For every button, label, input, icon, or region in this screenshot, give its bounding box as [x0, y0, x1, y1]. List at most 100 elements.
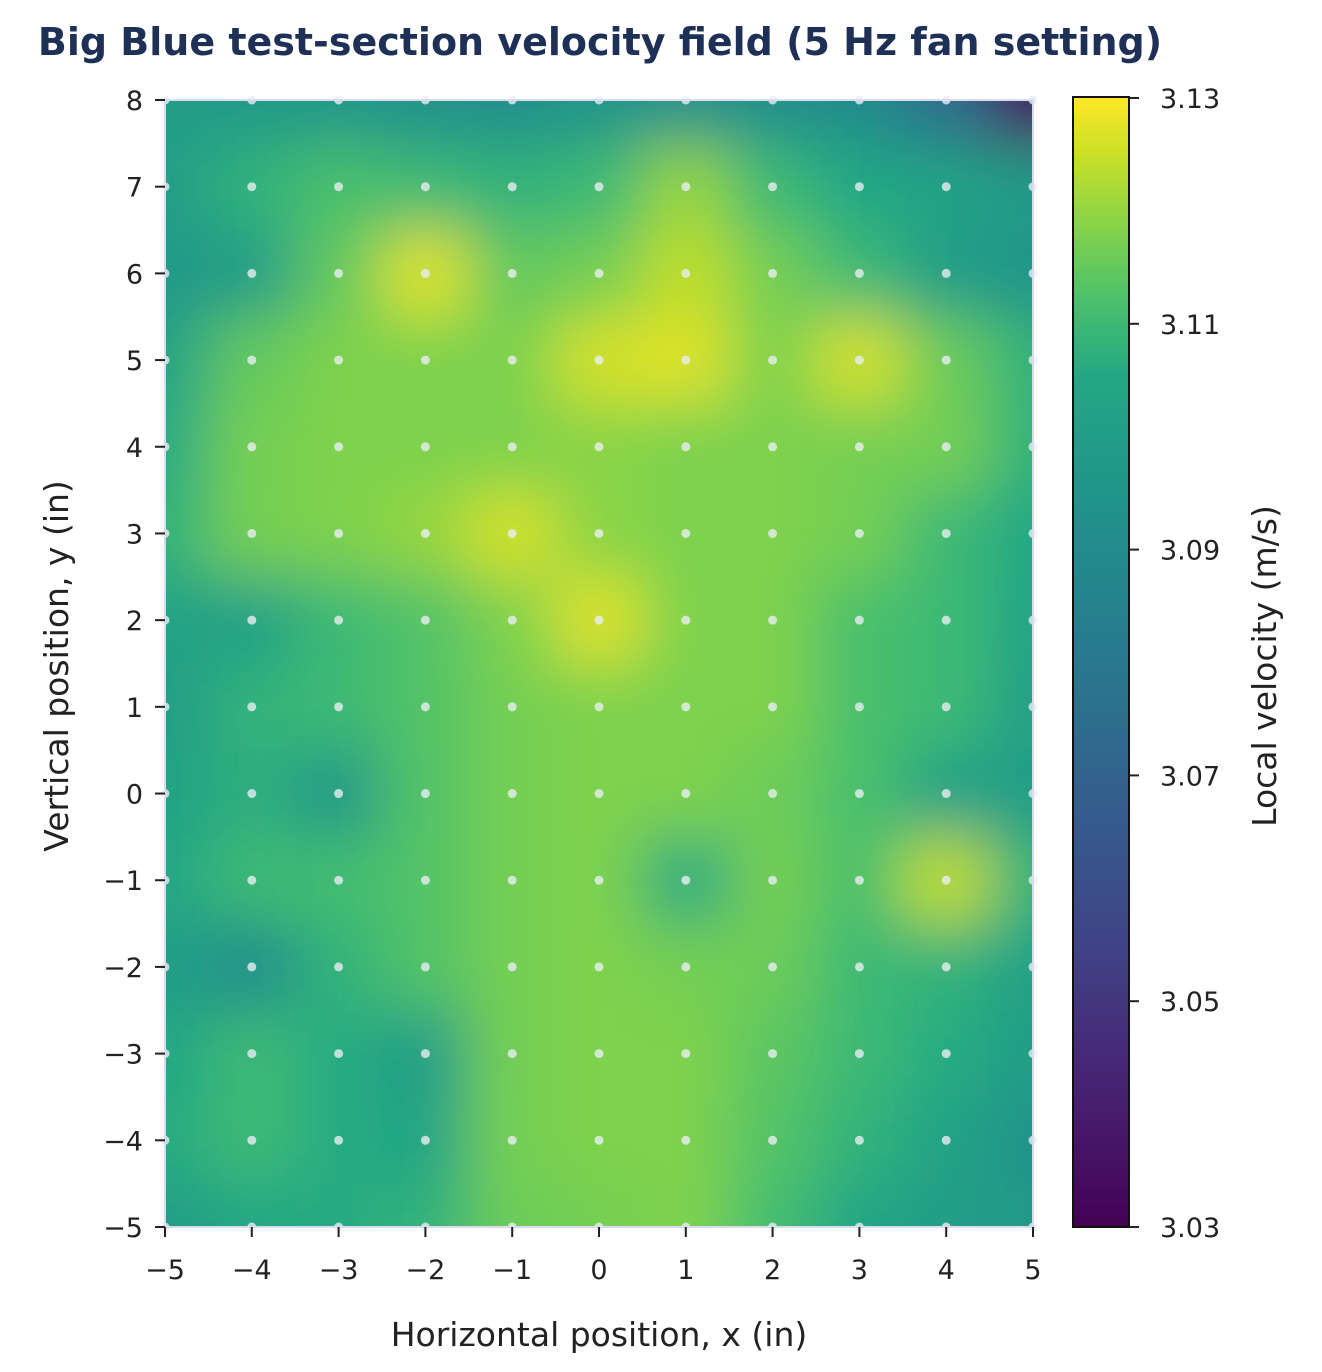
measurement-point — [941, 442, 951, 452]
y-tick-label: −1 — [103, 866, 143, 897]
heatmap-cell — [989, 100, 1033, 145]
measurement-point — [420, 442, 430, 452]
measurement-point — [768, 789, 778, 799]
y-tick-label: −3 — [103, 1040, 143, 1071]
measurement-point — [681, 1049, 691, 1059]
heatmap-cell — [989, 576, 1033, 665]
measurement-point — [594, 615, 604, 625]
heatmap-cell — [208, 100, 297, 145]
colorbar-tick-label: 3.05 — [1160, 987, 1220, 1018]
heatmap-cell — [642, 1183, 731, 1227]
measurement-point — [594, 875, 604, 885]
measurement-point — [334, 1135, 344, 1145]
measurement-point — [247, 615, 257, 625]
x-tick-label: −1 — [492, 1255, 532, 1286]
y-tick-label: −5 — [103, 1213, 143, 1244]
heatmap-cell — [165, 403, 210, 492]
heatmap-cell — [989, 316, 1033, 405]
colorbar-ticks: 3.13 3.11 3.09 3.07 3.05 3.03 — [1129, 84, 1220, 1244]
heatmap-cell — [989, 750, 1033, 838]
colorbar-tick-label: 3.03 — [1160, 1213, 1220, 1244]
y-tick-label: 1 — [126, 693, 143, 724]
measurement-point — [420, 962, 430, 972]
heatmap-cell — [382, 1183, 470, 1227]
measurement-point — [681, 355, 691, 365]
heatmap-cell — [165, 100, 210, 145]
measurement-point — [334, 442, 344, 452]
measurement-point — [854, 875, 864, 885]
colorbar — [1072, 96, 1130, 1228]
measurement-point — [594, 355, 604, 365]
measurement-points — [160, 95, 1038, 1232]
measurement-point — [941, 789, 951, 799]
measurement-point — [768, 1049, 778, 1059]
x-tick-label: −3 — [319, 1255, 359, 1286]
measurement-point — [768, 442, 778, 452]
measurement-point — [247, 442, 257, 452]
heatmap-cell — [295, 100, 383, 145]
measurement-point — [681, 528, 691, 538]
x-axis-label: Horizontal position, x (in) — [391, 1315, 808, 1354]
measurement-point — [507, 442, 517, 452]
measurement-point — [768, 182, 778, 192]
measurement-point — [507, 182, 517, 192]
heatmap-cell — [989, 1096, 1033, 1185]
measurement-point — [247, 528, 257, 538]
measurement-point — [594, 789, 604, 799]
measurement-point — [594, 702, 604, 712]
measurement-point — [334, 615, 344, 625]
heatmap-cell — [642, 100, 731, 145]
heatmap-cell — [555, 1183, 644, 1227]
heatmap-cell — [165, 836, 210, 925]
measurement-point — [941, 702, 951, 712]
measurement-point — [854, 789, 864, 799]
heatmap-cell — [989, 230, 1033, 318]
heatmap-cell — [165, 1096, 210, 1185]
measurement-point — [681, 962, 691, 972]
heatmap-cell — [295, 1183, 383, 1227]
measurement-point — [768, 268, 778, 278]
measurement-point — [420, 182, 430, 192]
measurement-point — [941, 1049, 951, 1059]
heatmap-cell — [902, 100, 991, 145]
measurement-point — [941, 962, 951, 972]
x-tick-label: 4 — [938, 1255, 955, 1286]
colorbar-tick-label: 3.07 — [1160, 761, 1220, 792]
measurement-point — [594, 528, 604, 538]
x-tick-label: 5 — [1024, 1255, 1041, 1286]
heatmap-cell — [165, 316, 210, 405]
y-tick-label: 6 — [126, 259, 143, 290]
y-axis-label: Vertical position, y (in) — [37, 480, 76, 852]
heatmap-cell — [555, 100, 644, 145]
x-tick-label: −4 — [232, 1255, 272, 1286]
colorbar-tick-label: 3.13 — [1160, 84, 1220, 115]
measurement-point — [420, 875, 430, 885]
heatmap-cell — [165, 490, 210, 578]
y-tick-label: 7 — [126, 173, 143, 204]
measurement-point — [854, 355, 864, 365]
measurement-point — [420, 702, 430, 712]
heatmap-cell — [165, 576, 210, 665]
measurement-point — [507, 962, 517, 972]
measurement-point — [334, 962, 344, 972]
heatmap-cell — [382, 100, 470, 145]
measurement-point — [420, 615, 430, 625]
heatmap-cell — [989, 923, 1033, 1012]
axes: −5 −4 −3 −2 −1 0 1 2 3 4 5 8 7 6 5 4 3 2 1 0 −1 −2 −3 −4 −5 — [103, 86, 1041, 1286]
measurement-point — [420, 268, 430, 278]
heatmap-cell — [989, 490, 1033, 578]
x-tick-label: 0 — [590, 1255, 607, 1286]
heatmap-cell — [989, 143, 1033, 232]
measurement-point — [768, 615, 778, 625]
measurement-point — [507, 528, 517, 538]
measurement-point — [681, 789, 691, 799]
heatmap-cell — [208, 1183, 297, 1227]
measurement-point — [594, 442, 604, 452]
heatmap-cell — [989, 663, 1033, 752]
measurement-point — [334, 875, 344, 885]
heatmap-cell — [165, 750, 210, 838]
heatmap-cell — [165, 923, 210, 1012]
heatmap-cell — [902, 1183, 991, 1227]
heatmap-cell — [468, 100, 557, 145]
x-tick-label: −5 — [145, 1255, 185, 1286]
